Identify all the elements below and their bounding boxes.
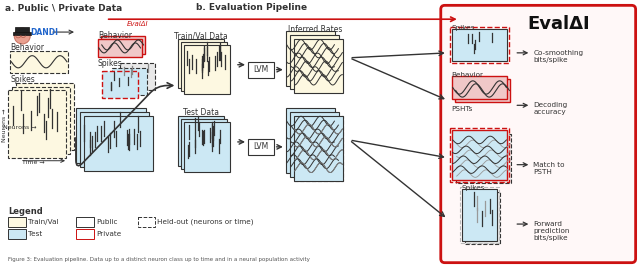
Text: Test: Test	[28, 231, 42, 237]
Text: Legend: Legend	[8, 207, 43, 216]
Bar	[294, 39, 343, 93]
Bar	[452, 29, 508, 61]
Bar	[285, 31, 335, 86]
Bar	[15, 27, 29, 32]
Text: EvalΔI: EvalΔI	[127, 21, 148, 27]
Bar	[76, 229, 94, 239]
Bar	[184, 122, 230, 172]
Bar	[285, 108, 335, 173]
Bar	[465, 192, 500, 244]
Text: Private: Private	[96, 231, 121, 237]
Bar	[120, 63, 156, 90]
Bar	[80, 112, 150, 167]
Text: Test Data: Test Data	[183, 108, 219, 117]
Text: Forward
prediction
bits/spike: Forward prediction bits/spike	[533, 221, 570, 241]
Bar	[112, 68, 147, 95]
Text: Held-out (neurons or time): Held-out (neurons or time)	[157, 219, 254, 225]
Text: DANDI: DANDI	[30, 28, 58, 37]
FancyBboxPatch shape	[441, 5, 636, 263]
Bar	[179, 116, 224, 166]
Text: Neurons →: Neurons →	[3, 125, 37, 130]
Text: Time →: Time →	[22, 160, 45, 165]
Text: Train/Val Data: Train/Val Data	[174, 31, 228, 40]
Text: Neurons →: Neurons →	[2, 108, 7, 142]
Text: Behavior: Behavior	[10, 43, 44, 52]
Bar	[456, 134, 511, 183]
Bar	[452, 76, 508, 99]
Bar	[102, 71, 138, 98]
Text: Spikes: Spikes	[452, 25, 476, 31]
Bar	[452, 130, 508, 179]
Bar	[294, 116, 343, 180]
Text: PSHTs: PSHTs	[452, 106, 473, 112]
FancyArrowPatch shape	[109, 17, 455, 22]
Bar	[248, 139, 274, 155]
Bar	[76, 217, 94, 227]
Bar	[8, 229, 26, 239]
Text: Spikes: Spikes	[98, 59, 122, 68]
Bar	[290, 35, 339, 90]
Bar	[248, 62, 274, 77]
Bar	[138, 217, 156, 227]
Text: Figure 3: Evaluation pipeline. Data up to a distinct neuron class up to time and: Figure 3: Evaluation pipeline. Data up t…	[8, 257, 310, 262]
Circle shape	[14, 28, 30, 44]
Bar	[294, 116, 343, 180]
Text: Decoding
accuracy: Decoding accuracy	[533, 102, 568, 115]
Text: Behavior: Behavior	[98, 31, 132, 40]
Bar	[10, 51, 68, 73]
Bar	[100, 36, 145, 54]
Text: Behavior: Behavior	[452, 72, 484, 78]
Bar	[98, 39, 141, 57]
Bar	[181, 119, 227, 169]
Text: LVM: LVM	[253, 142, 268, 151]
Bar	[13, 32, 31, 34]
Bar	[16, 83, 74, 150]
Bar	[290, 112, 339, 176]
Text: a. Public \ Private Data: a. Public \ Private Data	[5, 3, 123, 12]
Bar	[76, 108, 145, 163]
Bar	[460, 187, 499, 243]
Text: Train/Val: Train/Val	[28, 219, 59, 225]
Bar	[450, 27, 509, 63]
Bar	[181, 42, 227, 91]
Bar	[461, 189, 497, 241]
Bar	[179, 39, 224, 89]
Bar	[8, 90, 66, 158]
Text: LVM: LVM	[253, 65, 268, 74]
Text: Inferred Rates: Inferred Rates	[288, 25, 342, 34]
Text: Co-smoothing
bits/spike: Co-smoothing bits/spike	[533, 50, 583, 63]
Text: Match to
PSTH: Match to PSTH	[533, 162, 564, 175]
Text: Public: Public	[96, 219, 117, 225]
Text: EvalΔI: EvalΔI	[528, 15, 590, 33]
Text: b. Evaluation Pipeline: b. Evaluation Pipeline	[196, 3, 307, 12]
Bar	[454, 79, 510, 102]
Bar	[450, 128, 509, 182]
Text: Spikes: Spikes	[10, 75, 35, 84]
Bar	[84, 116, 154, 171]
Text: Spikes: Spikes	[461, 185, 485, 192]
Bar	[8, 217, 26, 227]
Bar	[12, 87, 70, 154]
Bar	[184, 45, 230, 94]
